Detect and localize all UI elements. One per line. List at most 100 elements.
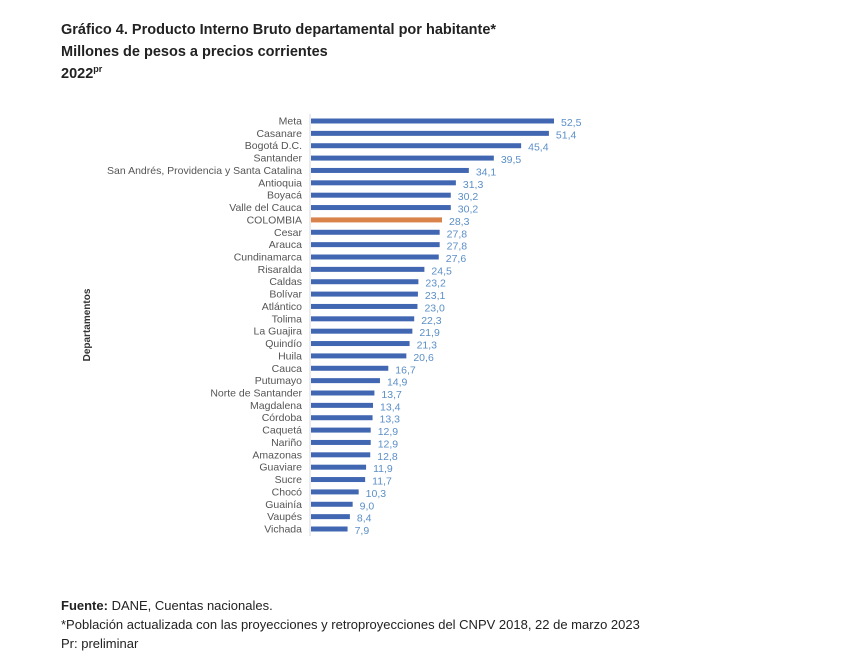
category-label: Cesar [274,227,303,239]
value-label: 21,3 [417,340,438,352]
value-label: 23,0 [424,302,445,314]
value-label: 23,1 [425,290,446,302]
category-label: Boyacá [267,190,302,202]
category-label: Atlántico [262,301,302,313]
category-label: Guaviare [259,462,302,474]
bar [311,427,371,433]
bar [311,118,554,124]
category-label: Córdoba [262,412,302,424]
category-label: Santander [254,153,303,165]
category-label: Chocó [272,486,303,498]
value-label: 27,6 [446,253,467,265]
category-label: Bolívar [269,289,302,301]
category-label: Tolima [272,313,303,325]
bar [311,390,375,396]
bar [311,242,440,248]
category-label: Cauca [272,363,303,375]
value-label: 12,8 [377,451,398,463]
chart-year: 2022pr [61,64,103,82]
category-label: Guainía [265,499,302,511]
category-label: Sucre [275,474,303,486]
value-label: 34,1 [476,166,497,178]
bar [311,365,389,371]
value-label: 11,7 [372,476,392,488]
value-label: 9,0 [360,500,375,512]
bar [311,402,374,408]
value-label: 14,9 [387,377,408,389]
category-label: La Guajira [254,326,303,338]
category-label: Magdalena [250,400,302,412]
value-label: 45,4 [528,142,549,154]
category-label: Arauca [269,239,302,251]
bar [311,217,442,223]
bar [311,192,451,198]
bar [311,489,359,495]
bar [311,291,418,297]
bar [311,353,407,359]
value-label: 20,6 [413,352,434,364]
bar [311,279,419,285]
category-label: Valle del Cauca [229,202,302,214]
bar [311,303,418,309]
value-label: 39,5 [501,154,522,166]
bar [311,452,371,458]
bar [311,514,350,520]
category-label: Meta [279,116,303,128]
bar [311,415,373,421]
category-label: Caquetá [262,425,302,437]
bar [311,229,440,235]
value-label: 13,4 [380,401,401,413]
chart-subtitle: Millones de pesos a precios corrientes [61,44,328,60]
category-label: COLOMBIA [247,214,302,226]
bar [311,501,353,507]
bar [311,328,413,334]
value-label: 13,3 [380,414,401,426]
population-note: *Población actualizada con las proyeccio… [61,617,640,632]
value-label: 30,2 [458,191,479,203]
value-label: 52,5 [561,117,582,129]
source-line: Fuente: DANE, Cuentas nacionales. [61,598,273,613]
bar [311,205,451,211]
bar [311,378,380,384]
value-label: 12,9 [378,426,399,438]
value-label: 10,3 [366,488,387,500]
preliminary-note: Pr: preliminar [61,636,139,651]
bar [311,180,456,186]
category-label: San Andrés, Providencia y Santa Catalina [107,165,302,177]
bar [311,155,494,161]
value-label: 22,3 [421,315,442,327]
category-label: Huila [278,350,302,362]
category-label: Cundinamarca [234,252,302,264]
value-label: 24,5 [431,265,452,277]
category-label: Antioquia [258,177,302,189]
category-label: Risaralda [258,264,303,276]
value-label: 12,9 [378,438,399,450]
value-label: 13,7 [381,389,402,401]
value-label: 8,4 [357,513,372,525]
chart-title: Gráfico 4. Producto Interno Bruto depart… [61,22,497,38]
category-label: Vichada [264,524,302,536]
value-label: 27,8 [447,241,468,253]
value-label: 28,3 [449,216,470,228]
category-label: Bogotá D.C. [245,140,302,152]
category-label: Casanare [256,128,302,140]
bar [311,464,367,470]
value-label: 27,8 [447,228,468,240]
value-label: 23,2 [425,278,446,290]
bar [311,316,415,322]
category-label: Quindío [265,338,302,350]
value-label: 11,9 [373,463,393,475]
bar [311,526,348,532]
category-label: Amazonas [252,449,302,461]
value-label: 30,2 [458,204,479,216]
bar [311,143,522,149]
value-label: 31,3 [463,179,484,191]
bar [311,266,425,272]
category-label: Putumayo [255,375,302,387]
value-label: 16,7 [395,364,416,376]
bar [311,254,439,260]
value-label: 21,9 [419,327,440,339]
bar [311,130,549,136]
bar [311,167,469,173]
